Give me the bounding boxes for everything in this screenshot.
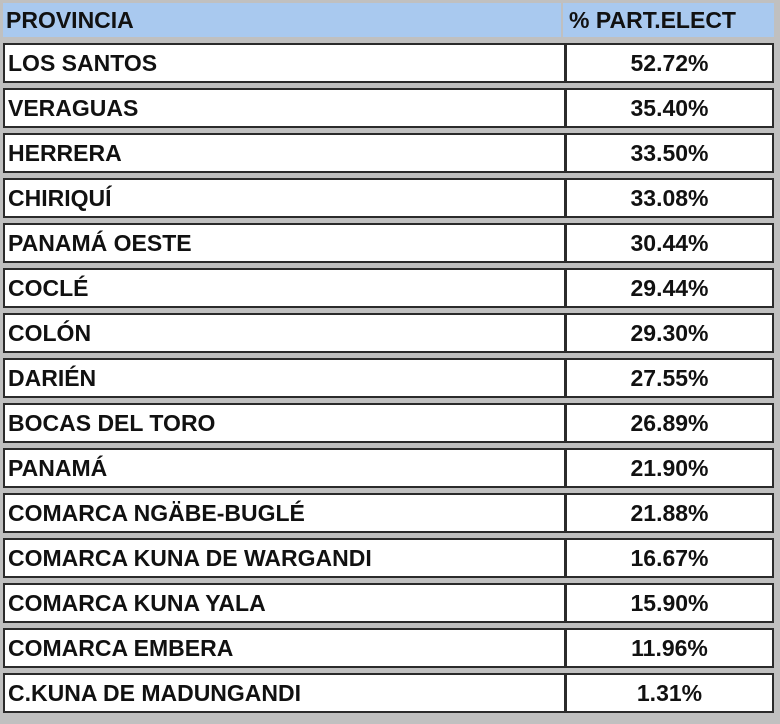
provincia-cell: C.KUNA DE MADUNGANDI — [3, 673, 566, 713]
provincia-cell: PANAMÁ — [3, 448, 566, 488]
table-row: BOCAS DEL TORO 26.89% — [3, 403, 777, 443]
table-row: PANAMÁ 21.90% — [3, 448, 777, 488]
part-elect-cell: 21.90% — [565, 448, 774, 488]
provincia-cell: HERRERA — [3, 133, 566, 173]
part-elect-cell: 15.90% — [565, 583, 774, 623]
table-row: VERAGUAS 35.40% — [3, 88, 777, 128]
table-row: DARIÉN 27.55% — [3, 358, 777, 398]
table-body: LOS SANTOS 52.72% VERAGUAS 35.40% HERRERA 3… — [3, 43, 777, 718]
header-provincia: PROVINCIA — [3, 3, 563, 37]
table-row: COMARCA NGÄBE-BUGLÉ 21.88% — [3, 493, 777, 533]
provincia-cell: LOS SANTOS — [3, 43, 566, 83]
part-elect-cell: 26.89% — [565, 403, 774, 443]
part-elect-cell: 33.08% — [565, 178, 774, 218]
part-elect-cell: 11.96% — [565, 628, 774, 668]
part-elect-cell: 21.88% — [565, 493, 774, 533]
part-elect-cell: 1.31% — [565, 673, 774, 713]
table-row: HERRERA 33.50% — [3, 133, 777, 173]
part-elect-cell: 35.40% — [565, 88, 774, 128]
table-row: COLÓN 29.30% — [3, 313, 777, 353]
provincia-cell: COMARCA KUNA YALA — [3, 583, 566, 623]
table-row: COCLÉ 29.44% — [3, 268, 777, 308]
part-elect-cell: 16.67% — [565, 538, 774, 578]
part-elect-cell: 33.50% — [565, 133, 774, 173]
provincia-cell: COMARCA EMBERA — [3, 628, 566, 668]
table-row: COMARCA KUNA DE WARGANDI 16.67% — [3, 538, 777, 578]
table-row: COMARCA EMBERA 11.96% — [3, 628, 777, 668]
provincia-cell: PANAMÁ OESTE — [3, 223, 566, 263]
part-elect-cell: 29.44% — [565, 268, 774, 308]
table-header: PROVINCIA % PART.ELECT — [3, 3, 776, 37]
provincia-cell: COMARCA NGÄBE-BUGLÉ — [3, 493, 566, 533]
table-row: COMARCA KUNA YALA 15.90% — [3, 583, 777, 623]
table-row: LOS SANTOS 52.72% — [3, 43, 777, 83]
part-elect-cell: 30.44% — [565, 223, 774, 263]
provincia-cell: VERAGUAS — [3, 88, 566, 128]
provincia-cell: COMARCA KUNA DE WARGANDI — [3, 538, 566, 578]
table-row: PANAMÁ OESTE 30.44% — [3, 223, 777, 263]
table-row: CHIRIQUÍ 33.08% — [3, 178, 777, 218]
provincia-cell: DARIÉN — [3, 358, 566, 398]
table-row: C.KUNA DE MADUNGANDI 1.31% — [3, 673, 777, 713]
part-elect-cell: 27.55% — [565, 358, 774, 398]
provincia-cell: COCLÉ — [3, 268, 566, 308]
part-elect-cell: 52.72% — [565, 43, 774, 83]
provincia-cell: CHIRIQUÍ — [3, 178, 566, 218]
provincia-cell: BOCAS DEL TORO — [3, 403, 566, 443]
header-part-elect: % PART.ELECT — [563, 3, 774, 37]
provincia-cell: COLÓN — [3, 313, 566, 353]
part-elect-cell: 29.30% — [565, 313, 774, 353]
